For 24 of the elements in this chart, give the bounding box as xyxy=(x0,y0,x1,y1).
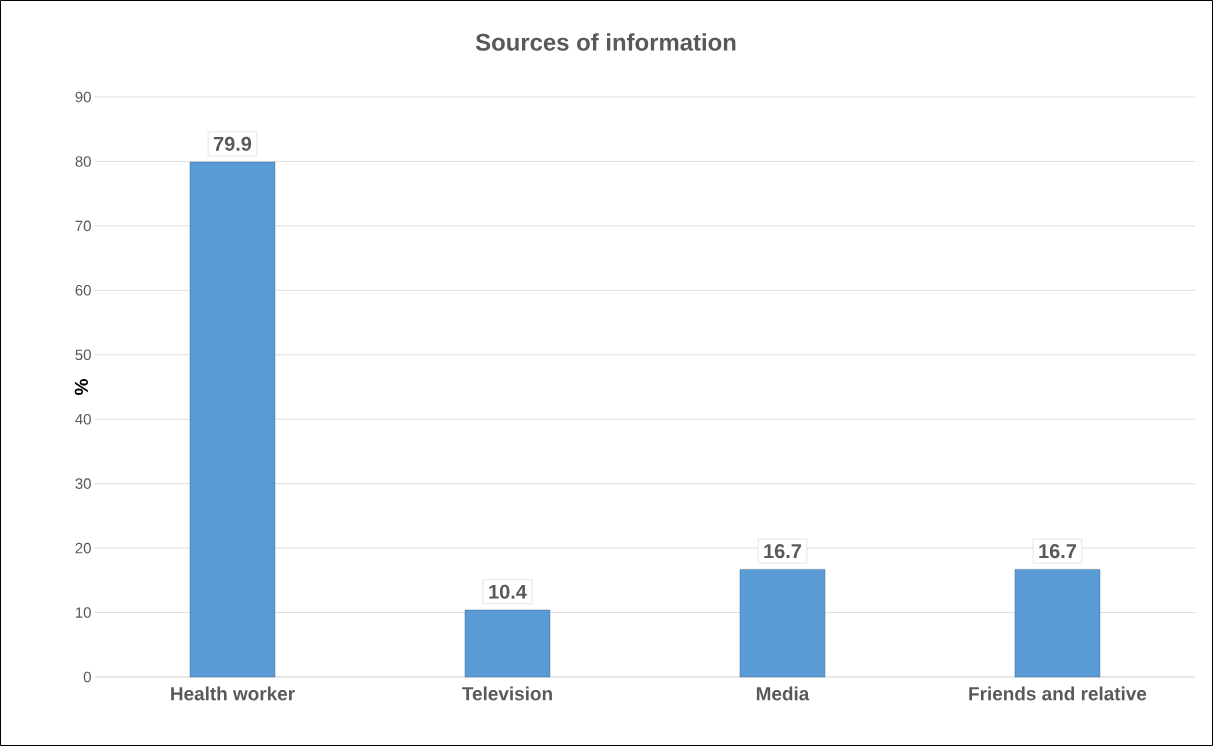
bar xyxy=(464,609,551,678)
y-tick-label: 90 xyxy=(75,91,91,103)
y-tick-label: 80 xyxy=(75,156,91,167)
data-label: 16.7 xyxy=(764,544,801,559)
chart-title: Sources of information xyxy=(475,33,736,51)
bar xyxy=(1014,569,1101,678)
y-tick-label: 0 xyxy=(83,671,91,683)
x-tick-label: Health worker xyxy=(171,686,295,701)
data-label: 16.7 xyxy=(1039,544,1076,559)
data-label: 10.4 xyxy=(489,584,527,599)
data-label: 79.9 xyxy=(213,136,252,151)
x-tick-label: Friends and relative xyxy=(969,686,1147,701)
y-tick-label: 60 xyxy=(75,285,91,296)
bar xyxy=(739,569,826,678)
y-axis-title: % xyxy=(74,379,89,395)
y-tick-label: 40 xyxy=(75,413,91,425)
y-tick-label: 50 xyxy=(75,349,91,361)
y-tick-label: 10 xyxy=(76,607,91,618)
y-tick-label: 30 xyxy=(75,478,91,489)
y-tick-label: 20 xyxy=(75,542,91,554)
x-tick-label: Television xyxy=(462,686,552,701)
x-tick-label: Media xyxy=(756,686,810,701)
bar xyxy=(189,161,276,678)
y-tick-label: 70 xyxy=(75,220,91,232)
